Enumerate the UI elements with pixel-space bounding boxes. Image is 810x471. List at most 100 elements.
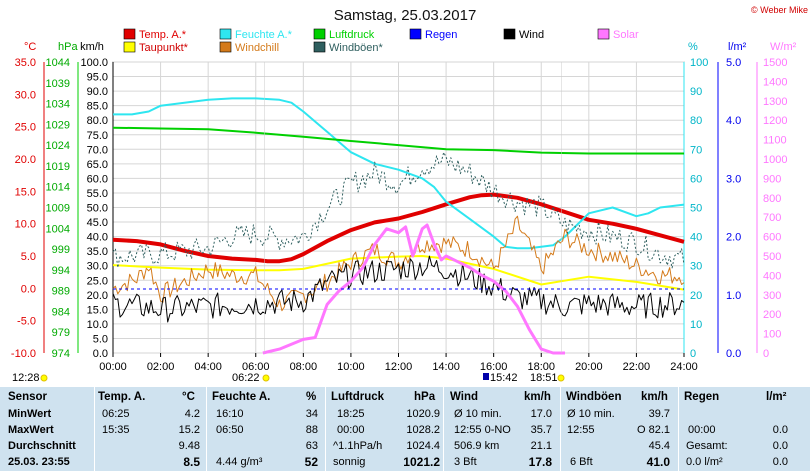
axis-tick-humidity: 60 <box>690 173 702 185</box>
axis-tick-pressure: 1029 <box>46 119 70 131</box>
table-cell: 21.1 <box>530 440 552 452</box>
axis-tick-solar: 1500 <box>763 57 787 69</box>
x-tick-label: 10:00 <box>337 361 365 373</box>
axis-tick-wind: 40.0 <box>87 232 108 244</box>
axis-tick-wind: 5.0 <box>93 333 108 345</box>
axis-tick-wind: 60.0 <box>87 173 108 185</box>
table-cell: 39.7 <box>648 408 670 420</box>
axis-unit-temp: °C <box>24 41 36 53</box>
table-cell: Gesamt: <box>686 440 728 452</box>
sunrise-time: 06:22 <box>232 372 260 384</box>
axis-tick-solar: 0 <box>763 348 769 360</box>
row-label: MaxWert <box>8 424 54 436</box>
table-cell: 17.0 <box>530 408 552 420</box>
table-cell: O 82.1 <box>636 424 670 436</box>
x-tick-label: 22:00 <box>623 361 651 373</box>
table-header-pressure-unit: hPa <box>414 391 436 403</box>
series-taupunkt <box>112 255 685 291</box>
table-header-temp-unit: °C <box>182 391 195 403</box>
table-header-temp: Temp. A. <box>98 391 146 403</box>
axis-tick-solar: 800 <box>763 193 781 205</box>
axis-tick-rain: 3.0 <box>726 173 741 185</box>
table-header-rain-unit: l/m² <box>766 391 787 403</box>
axis-tick-humidity: 30 <box>690 261 702 273</box>
axis-tick-solar: 1100 <box>763 135 787 147</box>
axis-tick-solar: 1400 <box>763 76 787 88</box>
axis-tick-wind: 55.0 <box>87 188 108 200</box>
table-cell: 1020.9 <box>406 408 440 420</box>
legend-label-rain: Regen <box>425 29 457 41</box>
max-marker-icon <box>483 373 489 380</box>
axis-tick-wind: 15.0 <box>87 304 108 316</box>
table-header-sensor: Sensor <box>8 391 47 403</box>
axis-tick-pressure: 1034 <box>46 99 70 111</box>
axis-tick-rain: 5.0 <box>726 57 741 69</box>
legend-label-dewpoint: Taupunkt* <box>139 42 189 54</box>
axis-tick-rain: 4.0 <box>726 115 741 127</box>
series-luftdruck <box>112 126 684 155</box>
legend-label-temp: Temp. A.* <box>139 29 187 41</box>
axis-tick-wind: 85.0 <box>87 101 108 113</box>
axis-tick-temp: 15.0 <box>15 186 36 198</box>
table-header-pressure: Luftdruck <box>331 391 385 403</box>
copyright-text: © Weber Mike <box>751 5 808 15</box>
axis-tick-pressure: 1004 <box>46 223 70 235</box>
legend-label-pressure: Luftdruck <box>329 29 375 41</box>
table-cell: 45.4 <box>648 440 670 452</box>
table-cell: 6 Bft <box>570 456 593 468</box>
table-header-humidity-unit: % <box>306 391 317 403</box>
sunset-icon <box>557 374 565 382</box>
table-header-rain: Regen <box>684 391 720 403</box>
axis-unit-pressure: hPa <box>58 41 78 53</box>
axis-tick-humidity: 40 <box>690 232 702 244</box>
axis-tick-temp: 10.0 <box>15 219 36 231</box>
table-cell: 1028.2 <box>406 424 440 436</box>
axis-tick-wind: 95.0 <box>87 72 108 84</box>
table-cell: 12:55 0-NO <box>454 424 511 436</box>
axis-tick-temp: -5.0 <box>17 316 36 328</box>
legend-label-humidity: Feuchte A.* <box>235 29 293 41</box>
axis-tick-temp: -10.0 <box>11 348 36 360</box>
table-header-wind: Wind <box>450 391 478 403</box>
sunrise-icon <box>262 374 270 382</box>
x-tick-label: 12:00 <box>385 361 413 373</box>
axis-tick-humidity: 20 <box>690 290 702 302</box>
table-cell: 63 <box>305 440 318 452</box>
axis-tick-pressure: 994 <box>52 265 70 277</box>
max-marker-time: 15:42 <box>490 372 518 384</box>
axis-unit-rain: l/m² <box>728 41 747 53</box>
x-tick-label: 06:00 <box>242 361 270 373</box>
table-divider <box>678 387 679 471</box>
table-cell: 06:25 <box>102 408 130 420</box>
axis-tick-solar: 1300 <box>763 96 787 108</box>
series-feuchte-a <box>113 97 685 250</box>
axis-tick-temp: 20.0 <box>15 154 36 166</box>
axis-tick-humidity: 0 <box>690 348 696 360</box>
table-cell: 0.0 <box>772 424 788 436</box>
legend-label-wind: Wind <box>519 29 544 41</box>
x-tick-label: 18:00 <box>527 361 555 373</box>
axis-tick-wind: 45.0 <box>87 217 108 229</box>
axis-tick-wind: 10.0 <box>87 319 108 331</box>
axis-tick-rain: 0.0 <box>726 348 741 360</box>
axis-tick-humidity: 70 <box>690 144 702 156</box>
table-cell: 15.2 <box>178 424 200 436</box>
axis-tick-wind: 30.0 <box>87 261 108 273</box>
axis-tick-rain: 1.0 <box>726 290 741 302</box>
sunset-time: 18:51 <box>530 372 558 384</box>
axis-tick-temp: 5.0 <box>21 251 36 263</box>
axis-tick-temp: 35.0 <box>15 57 36 69</box>
chart-title: Samstag, 25.03.2017 <box>334 7 477 24</box>
table-cell: 34 <box>305 408 318 420</box>
axis-tick-rain: 2.0 <box>726 232 741 244</box>
legend-swatch-temp <box>123 28 136 40</box>
x-tick-label: 16:00 <box>480 361 508 373</box>
axis-tick-humidity: 100 <box>690 57 708 69</box>
legend-swatch-solar <box>597 28 610 40</box>
axis-tick-wind: 20.0 <box>87 290 108 302</box>
table-cell: 17.8 <box>528 455 552 469</box>
row-label-current: 25.03. 23:55 <box>8 456 70 468</box>
axis-tick-pressure: 999 <box>52 244 70 256</box>
axis-tick-humidity: 50 <box>690 203 702 215</box>
table-cell: 00:00 <box>688 424 716 436</box>
